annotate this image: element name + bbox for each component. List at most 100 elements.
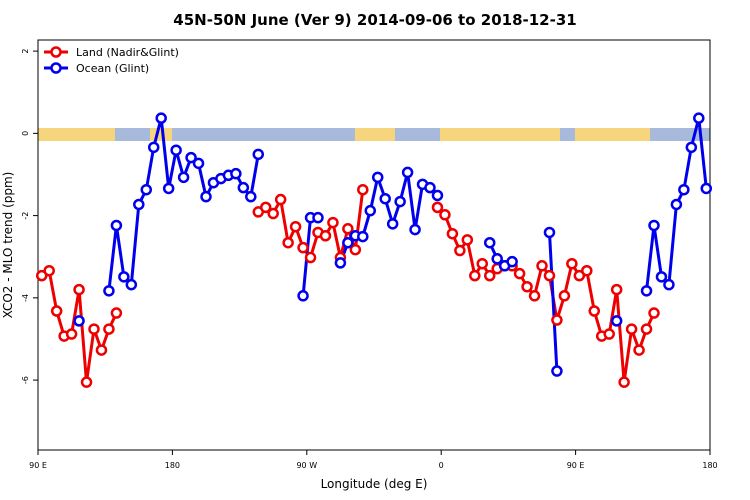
data-point bbox=[73, 283, 85, 296]
legend: Land (Nadir&Glint) Ocean (Glint) bbox=[44, 46, 179, 75]
data-point bbox=[237, 181, 250, 194]
series-line bbox=[107, 117, 708, 372]
data-point bbox=[327, 216, 339, 229]
data-point bbox=[334, 257, 347, 269]
data-point bbox=[342, 236, 354, 249]
data-point bbox=[483, 236, 496, 249]
data-point bbox=[274, 193, 287, 206]
data-point bbox=[386, 218, 399, 230]
data-point bbox=[618, 376, 630, 388]
data-point bbox=[252, 148, 265, 161]
data-point bbox=[543, 269, 556, 282]
legend-marker bbox=[50, 62, 62, 74]
land-band bbox=[38, 128, 115, 141]
data-point bbox=[200, 190, 212, 203]
data-point bbox=[483, 269, 496, 282]
y-tick-label: -2 bbox=[21, 212, 30, 220]
data-point bbox=[259, 201, 272, 214]
data-point bbox=[162, 182, 175, 195]
data-point bbox=[655, 271, 668, 283]
data-point bbox=[633, 344, 645, 356]
x-tick-label: 180 bbox=[165, 461, 180, 470]
data-point bbox=[700, 182, 713, 195]
data-point bbox=[133, 198, 145, 211]
data-point bbox=[185, 151, 197, 164]
data-point bbox=[610, 283, 623, 296]
data-point bbox=[140, 183, 153, 196]
data-point bbox=[267, 207, 279, 220]
data-point bbox=[297, 290, 309, 302]
data-point bbox=[431, 189, 444, 202]
data-point bbox=[289, 220, 302, 233]
data-point bbox=[88, 323, 100, 335]
legend-label: Land (Nadir&Glint) bbox=[76, 46, 179, 59]
data-point bbox=[603, 328, 615, 340]
y-tick-label: -6 bbox=[21, 376, 30, 384]
legend-marker bbox=[50, 46, 62, 58]
data-point bbox=[357, 183, 369, 196]
data-point bbox=[342, 223, 354, 235]
data-point bbox=[394, 195, 406, 208]
data-point bbox=[245, 190, 257, 203]
data-point bbox=[35, 269, 48, 282]
x-tick-label: 180 bbox=[702, 461, 717, 470]
data-point bbox=[476, 257, 489, 270]
data-point bbox=[379, 192, 391, 205]
data-point bbox=[648, 219, 660, 232]
y-tick-label: -4 bbox=[21, 294, 30, 302]
data-point bbox=[110, 219, 123, 232]
data-point bbox=[103, 285, 115, 297]
data-point bbox=[65, 328, 78, 340]
data-point bbox=[551, 314, 563, 326]
land-band bbox=[355, 128, 395, 141]
data-point bbox=[685, 141, 698, 154]
data-point bbox=[125, 278, 138, 291]
y-tick-label: 0 bbox=[21, 131, 30, 136]
data-point bbox=[349, 243, 362, 256]
data-point bbox=[640, 323, 653, 335]
x-tick-label: 90 W bbox=[296, 461, 317, 470]
data-point bbox=[319, 229, 332, 242]
data-point bbox=[50, 305, 63, 317]
data-point bbox=[610, 315, 623, 327]
data-point bbox=[648, 307, 660, 319]
data-point bbox=[454, 244, 466, 257]
land-band bbox=[440, 128, 560, 141]
data-point bbox=[297, 241, 309, 254]
data-point bbox=[110, 307, 123, 319]
data-point bbox=[73, 315, 85, 327]
plot-frame bbox=[37, 39, 711, 451]
x-axis-label: Longitude (deg E) bbox=[321, 477, 428, 491]
data-point bbox=[424, 181, 436, 194]
data-point bbox=[103, 323, 115, 335]
y-tick-label: 2 bbox=[21, 49, 30, 54]
data-point bbox=[693, 112, 705, 124]
data-point bbox=[573, 269, 586, 282]
data-point bbox=[43, 264, 55, 277]
data-point bbox=[312, 211, 324, 224]
data-point bbox=[543, 226, 556, 239]
data-point bbox=[118, 271, 130, 283]
data-point bbox=[147, 141, 160, 154]
data-point bbox=[566, 257, 578, 270]
data-point bbox=[170, 144, 182, 156]
data-point bbox=[80, 376, 93, 388]
data-point bbox=[282, 236, 294, 249]
data-point bbox=[431, 201, 444, 214]
data-point bbox=[663, 278, 675, 291]
data-point bbox=[536, 260, 548, 272]
data-point bbox=[558, 290, 571, 302]
x-tick-label: 90 E bbox=[29, 461, 47, 470]
data-point bbox=[371, 171, 384, 184]
data-point bbox=[513, 267, 526, 280]
data-point bbox=[491, 253, 503, 265]
data-point bbox=[461, 234, 474, 246]
data-point bbox=[551, 365, 563, 377]
data-point bbox=[528, 290, 541, 302]
legend-label: Ocean (Glint) bbox=[76, 62, 149, 75]
chart-title: 45N-50N June (Ver 9) 2014-09-06 to 2018-… bbox=[173, 11, 576, 29]
data-point bbox=[581, 264, 593, 277]
data-point bbox=[670, 198, 683, 211]
x-tick-label: 0 bbox=[439, 461, 444, 470]
